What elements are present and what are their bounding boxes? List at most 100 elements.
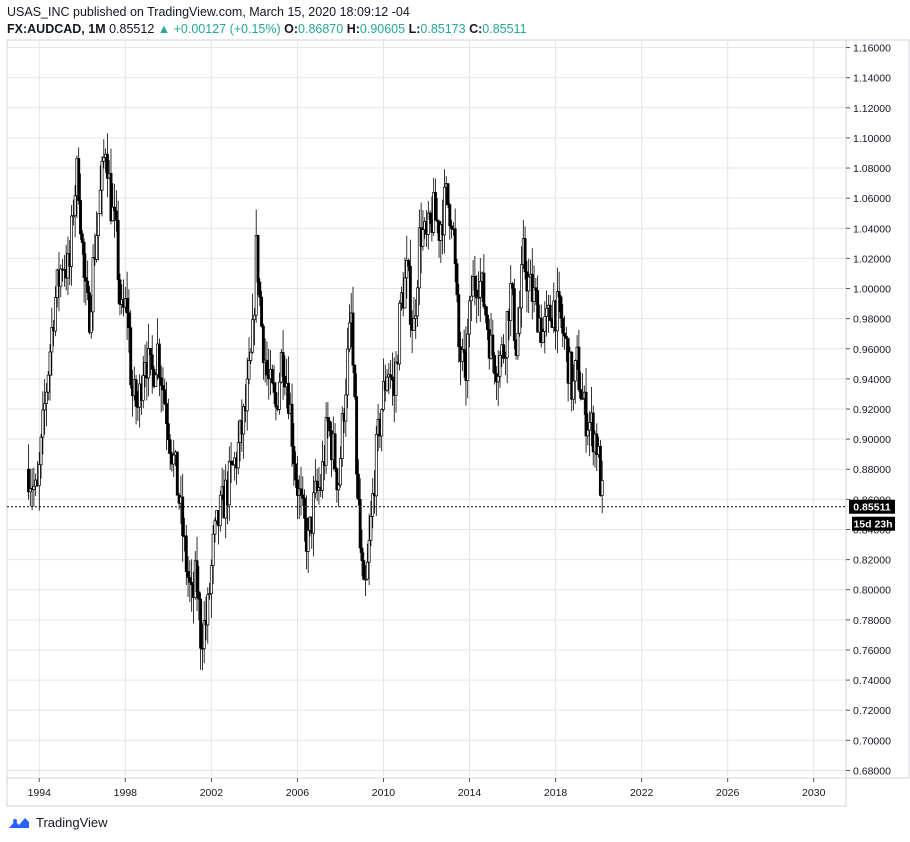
candle-body — [80, 233, 84, 243]
candle-body — [326, 417, 330, 422]
candle-body — [353, 364, 357, 398]
candle-body — [511, 283, 515, 290]
candle-body — [46, 374, 50, 393]
candle-body — [95, 235, 99, 260]
candle-body — [168, 439, 172, 455]
close-value: 0.85511 — [482, 22, 527, 36]
candle-body — [435, 219, 439, 222]
candle-body — [208, 593, 212, 595]
y-tick-label: 1.16000 — [853, 43, 891, 55]
y-tick-label: 1.10000 — [853, 133, 891, 145]
y-tick-label: 0.72000 — [853, 705, 891, 717]
candle-body — [116, 219, 120, 281]
candle-body — [184, 535, 188, 572]
y-tick-labels: 0.68000 0.70000 0.72000 0.74000 0.76000 0.780… — [846, 43, 891, 777]
y-tick-label: 1.12000 — [853, 103, 891, 115]
candle-body — [455, 263, 459, 296]
candle-body — [335, 468, 339, 491]
candle-body — [466, 333, 470, 381]
high-value: 0.90605 — [359, 22, 406, 36]
candle-body — [340, 413, 344, 459]
y-tick-label: 0.78000 — [853, 615, 891, 627]
candle-body — [292, 446, 296, 465]
candle-body — [398, 302, 402, 365]
candle-body — [321, 461, 324, 491]
candle-body — [213, 520, 217, 535]
candle-body — [129, 327, 133, 386]
candle-body — [150, 354, 154, 370]
candle-body — [496, 375, 500, 383]
open-value: 0.86870 — [298, 22, 344, 36]
candle-body — [96, 213, 100, 236]
chart-header: USAS_INC published on TradingView.com, M… — [7, 4, 527, 38]
candle-body — [516, 332, 520, 356]
candle-body — [577, 346, 581, 390]
candle-body — [428, 212, 432, 220]
candle-body — [303, 497, 307, 519]
candle-body — [518, 307, 522, 334]
candle-body — [505, 311, 509, 358]
candle-body — [380, 409, 384, 437]
candle-body — [283, 375, 287, 388]
candle-body — [389, 374, 393, 378]
candle-body — [118, 279, 122, 305]
y-tick-label: 0.94000 — [853, 374, 891, 386]
candle-body — [536, 290, 540, 333]
candle-body — [493, 355, 497, 374]
candle-body — [382, 380, 385, 410]
candle-body — [249, 351, 253, 361]
candle-body — [82, 242, 86, 278]
candle-body — [457, 294, 461, 347]
x-tick-label: 2002 — [200, 787, 224, 799]
time-axis[interactable] — [6, 777, 847, 807]
candle-body — [502, 344, 506, 359]
low-value: 0.85173 — [420, 22, 466, 36]
candle-body — [591, 412, 595, 453]
candle-body — [344, 394, 348, 422]
y-tick-label: 0.88000 — [853, 464, 891, 476]
change-arrow-icon: ▲ — [157, 22, 171, 36]
candle-body — [385, 376, 389, 391]
candle-body — [563, 332, 566, 337]
candle-body — [486, 314, 489, 330]
candle-body — [111, 206, 115, 222]
price-axis[interactable] — [845, 39, 910, 779]
candle-body — [534, 287, 538, 291]
candle-body — [98, 189, 102, 215]
candle-body — [584, 391, 588, 437]
candle-body — [374, 433, 378, 497]
candle-body — [209, 565, 213, 594]
candle-body — [272, 382, 276, 393]
candle-body — [324, 417, 328, 466]
y-tick-label: 1.08000 — [853, 163, 891, 175]
footer-branding[interactable]: TradingView — [8, 815, 108, 830]
candle-body — [414, 315, 418, 319]
y-tick-label: 0.70000 — [853, 735, 891, 747]
candle-body — [434, 192, 437, 221]
candle-body — [408, 265, 412, 325]
y-tick-label: 0.98000 — [853, 314, 891, 326]
candle-body — [356, 473, 360, 500]
symbol-name[interactable]: FX:AUDCAD, 1M — [7, 22, 106, 36]
candle-body — [77, 158, 81, 201]
y-tick-label: 1.02000 — [853, 253, 891, 265]
y-tick-label: 0.80000 — [853, 585, 891, 597]
y-tick-label: 0.92000 — [853, 404, 891, 416]
candles — [27, 133, 604, 671]
candle-body — [73, 195, 77, 217]
last-price-tag-label: 0.85511 — [853, 502, 891, 514]
y-tick-label: 0.90000 — [853, 434, 891, 446]
candle-body — [405, 260, 409, 279]
candle-body — [545, 307, 549, 317]
candle-body — [79, 200, 82, 235]
candle-body — [290, 403, 294, 447]
grid-lines — [7, 40, 846, 778]
candle-body — [247, 360, 251, 380]
symbol-line: FX:AUDCAD, 1M 0.85512 ▲ +0.00127 (+0.15%… — [7, 21, 527, 38]
candle-body — [417, 227, 421, 289]
candle-body — [442, 186, 446, 236]
candle-body — [37, 464, 41, 486]
candle-body — [299, 488, 303, 496]
candle-body — [559, 296, 563, 319]
